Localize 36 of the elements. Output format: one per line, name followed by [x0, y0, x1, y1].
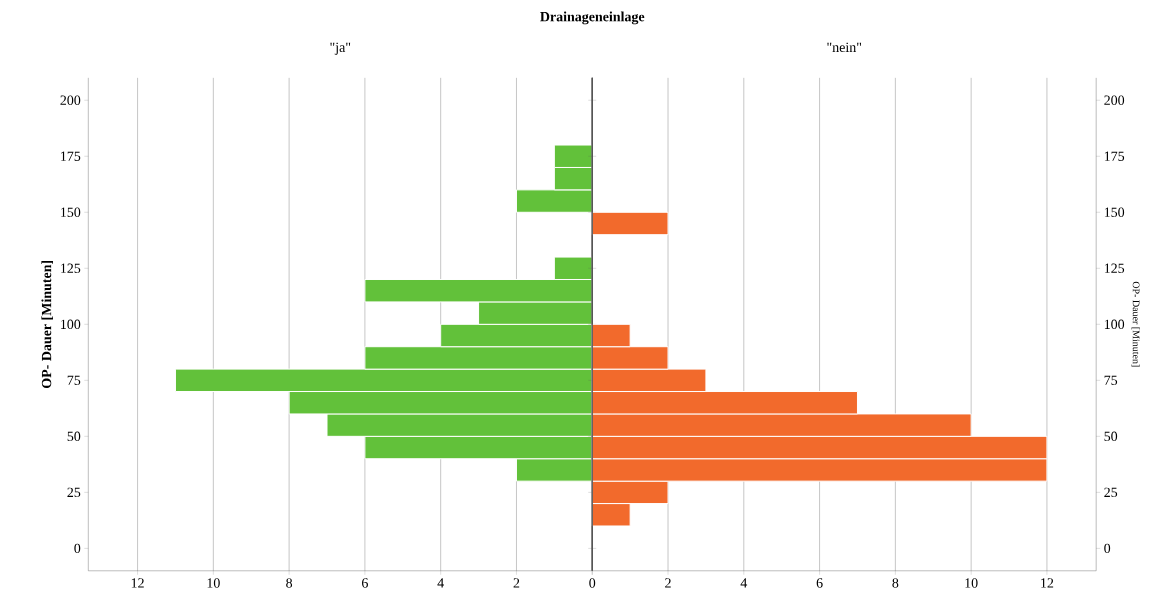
y-tick-label: 150 [1104, 207, 1125, 218]
text: Drainageneinlage [540, 11, 645, 25]
y-tick-label: 200 [60, 95, 81, 106]
y-tick-label: 100 [61, 319, 81, 330]
x-tick-label: 6 [362, 578, 368, 588]
chart-title: "nein" [827, 42, 862, 53]
y-tick-label: 50 [67, 431, 81, 442]
y-axis-title: OP- Dauer [Minuten] [1131, 281, 1140, 367]
y-tick-label: 50 [1104, 431, 1118, 442]
y-tick-label: 175 [1104, 151, 1125, 162]
x-tick-label: 10 [207, 578, 220, 588]
y-tick-label: 75 [1104, 375, 1118, 386]
chart-title: "ja" [330, 42, 351, 55]
y-tick-label: 25 [1104, 487, 1118, 498]
x-tick-label: 8 [286, 578, 293, 588]
x-tick-label: 4 [740, 578, 748, 588]
y-tick-label: 0 [74, 543, 81, 554]
x-tick-label: 6 [816, 578, 823, 588]
x-tick-label: 10 [965, 578, 978, 588]
x-tick-label: 2 [665, 578, 671, 588]
y-tick-label: 25 [67, 487, 81, 498]
y-tick-label: 100 [1104, 319, 1125, 330]
y-tick-label: 175 [61, 151, 81, 162]
x-tick-label: 12 [1041, 578, 1054, 588]
x-tick-label: 2 [513, 578, 520, 588]
x-tick-label: 8 [892, 578, 899, 588]
x-tick-label: 0 [589, 578, 596, 588]
y-tick-label: 0 [1104, 543, 1111, 554]
x-tick-label: 4 [437, 578, 444, 588]
y-tick-label: 200 [1104, 95, 1125, 106]
y-tick-label: 150 [61, 207, 81, 218]
y-axis-title: OP- Dauer [Minuten] [41, 261, 53, 389]
y-tick-label: 75 [67, 375, 81, 386]
y-tick-label: 125 [61, 263, 81, 274]
x-tick-label: 12 [131, 578, 144, 588]
y-tick-label: 125 [1104, 263, 1125, 274]
